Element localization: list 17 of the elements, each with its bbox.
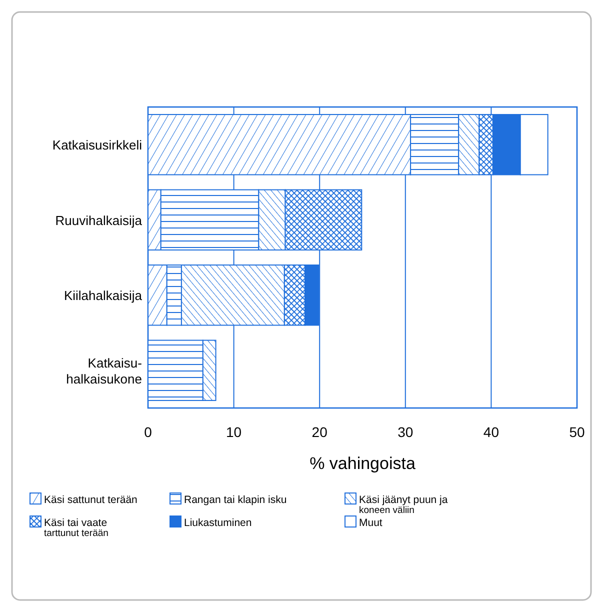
y-tick-label: Katkaisu-halkaisukone (66, 355, 142, 386)
legend-label: Liukastuminen (184, 517, 252, 529)
legend-label: Käsi sattunut terään (44, 494, 138, 506)
x-tick-label: 0 (144, 424, 152, 440)
x-tick-label: 30 (398, 424, 414, 440)
x-tick-label: 40 (483, 424, 500, 440)
legend-label: Käsi tai vaate tarttunut terään (44, 517, 108, 539)
x-axis-title: % vahingoista (310, 454, 416, 473)
y-tick-label: Ruuvihalkaisija (55, 212, 143, 228)
y-tick-label: Kiilahalkaisija (64, 288, 143, 304)
legend-label: Muut (359, 517, 382, 529)
x-tick-label: 10 (226, 424, 242, 440)
x-tick-label: 20 (312, 424, 328, 440)
y-tick-label: Katkaisusirkkeli (52, 138, 142, 153)
x-tick-label: 50 (569, 424, 585, 440)
legend-label: Käsi jäänyt puun ja koneen väliin (359, 494, 448, 516)
legend-label: Rangan tai klapin isku (184, 494, 287, 506)
